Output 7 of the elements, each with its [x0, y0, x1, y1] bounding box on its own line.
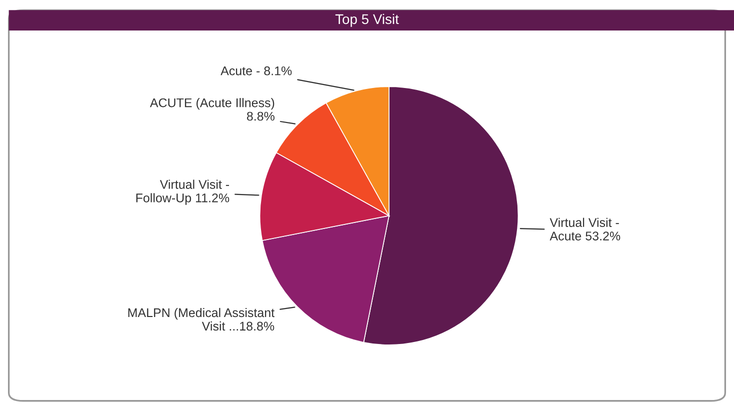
- chart-title: Top 5 Visit: [335, 14, 399, 27]
- slice-label: Virtual Visit - Follow-Up 11.2%: [136, 180, 230, 205]
- data-label: 8.8%: [246, 112, 274, 121]
- slice-label: MALPN (Medical Assistant Visit ...18.8%: [128, 308, 274, 331]
- slice-label: Virtual Visit - Acute 53.2%: [550, 218, 620, 240]
- slice-label: Acute - 8.1%: [220, 66, 292, 76]
- slice-label: ACUTE (Acute Illness): [150, 98, 274, 110]
